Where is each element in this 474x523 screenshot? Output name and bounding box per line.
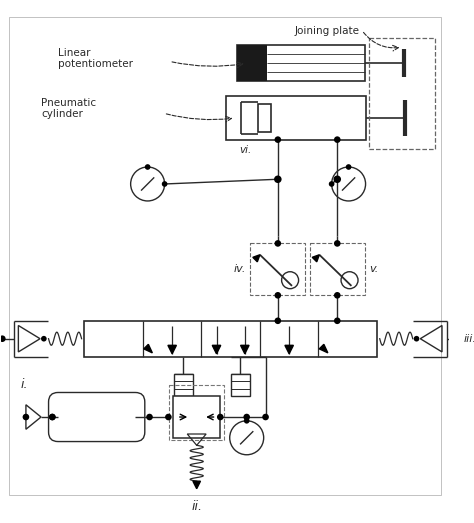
Text: i.: i. — [20, 378, 28, 391]
Polygon shape — [319, 344, 328, 353]
Circle shape — [165, 414, 172, 420]
Polygon shape — [212, 345, 221, 354]
Circle shape — [334, 240, 341, 247]
Polygon shape — [241, 345, 249, 354]
Polygon shape — [144, 344, 152, 353]
Polygon shape — [168, 345, 176, 354]
Polygon shape — [285, 345, 293, 354]
Circle shape — [41, 336, 46, 342]
Text: Linear
potentiometer: Linear potentiometer — [58, 48, 133, 69]
Bar — [369, 38, 436, 149]
Text: Pneumatic
cylinder: Pneumatic cylinder — [41, 98, 96, 119]
Bar — [169, 385, 224, 440]
Polygon shape — [193, 481, 201, 488]
Circle shape — [274, 240, 281, 247]
Circle shape — [145, 164, 150, 170]
Text: Joining plate: Joining plate — [295, 27, 360, 37]
Circle shape — [274, 137, 281, 143]
Circle shape — [334, 292, 341, 299]
Text: iv.: iv. — [233, 264, 246, 275]
Polygon shape — [253, 255, 260, 262]
Circle shape — [346, 164, 351, 170]
Bar — [237, 46, 365, 81]
Circle shape — [49, 414, 55, 420]
Circle shape — [274, 292, 281, 299]
Text: vi.: vi. — [240, 145, 252, 155]
Circle shape — [244, 418, 249, 424]
Bar — [174, 373, 193, 396]
Bar — [258, 104, 271, 132]
Bar — [226, 96, 365, 140]
Circle shape — [262, 414, 269, 420]
Bar — [84, 321, 377, 357]
Circle shape — [455, 335, 461, 342]
Circle shape — [243, 414, 250, 420]
Circle shape — [49, 414, 55, 420]
Circle shape — [334, 176, 341, 183]
Bar — [310, 243, 365, 295]
Circle shape — [329, 181, 335, 187]
Circle shape — [334, 317, 341, 324]
Circle shape — [23, 414, 29, 420]
Circle shape — [274, 176, 282, 183]
Text: iii.: iii. — [464, 334, 474, 344]
Bar — [173, 396, 220, 438]
Circle shape — [0, 335, 6, 342]
Bar — [250, 243, 305, 295]
Circle shape — [334, 137, 341, 143]
Text: ii.: ii. — [191, 500, 202, 513]
Circle shape — [274, 317, 281, 324]
Bar — [231, 373, 249, 396]
Circle shape — [217, 414, 224, 420]
Circle shape — [414, 336, 419, 342]
Polygon shape — [312, 255, 319, 262]
Text: v.: v. — [369, 264, 379, 275]
Circle shape — [162, 181, 167, 187]
Bar — [237, 46, 267, 81]
Circle shape — [146, 414, 153, 420]
